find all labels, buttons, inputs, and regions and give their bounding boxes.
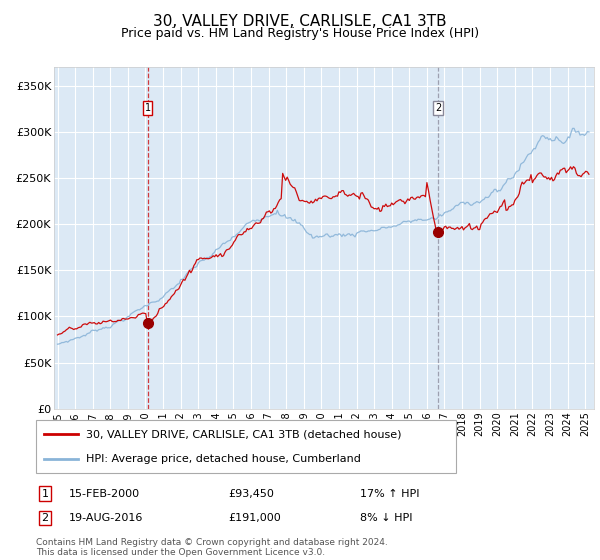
Text: HPI: Average price, detached house, Cumberland: HPI: Average price, detached house, Cumb…	[86, 454, 361, 464]
Text: 30, VALLEY DRIVE, CARLISLE, CA1 3TB (detached house): 30, VALLEY DRIVE, CARLISLE, CA1 3TB (det…	[86, 430, 402, 440]
Text: 1: 1	[41, 489, 49, 499]
Text: 8% ↓ HPI: 8% ↓ HPI	[360, 513, 413, 523]
Text: Price paid vs. HM Land Registry's House Price Index (HPI): Price paid vs. HM Land Registry's House …	[121, 27, 479, 40]
Text: 17% ↑ HPI: 17% ↑ HPI	[360, 489, 419, 499]
Text: 19-AUG-2016: 19-AUG-2016	[69, 513, 143, 523]
Text: 1: 1	[145, 103, 151, 113]
Text: 2: 2	[435, 103, 441, 113]
Text: 30, VALLEY DRIVE, CARLISLE, CA1 3TB: 30, VALLEY DRIVE, CARLISLE, CA1 3TB	[153, 14, 447, 29]
FancyBboxPatch shape	[36, 420, 456, 473]
Text: 15-FEB-2000: 15-FEB-2000	[69, 489, 140, 499]
Text: £191,000: £191,000	[228, 513, 281, 523]
Text: £93,450: £93,450	[228, 489, 274, 499]
Text: 2: 2	[41, 513, 49, 523]
Text: Contains HM Land Registry data © Crown copyright and database right 2024.
This d: Contains HM Land Registry data © Crown c…	[36, 538, 388, 557]
